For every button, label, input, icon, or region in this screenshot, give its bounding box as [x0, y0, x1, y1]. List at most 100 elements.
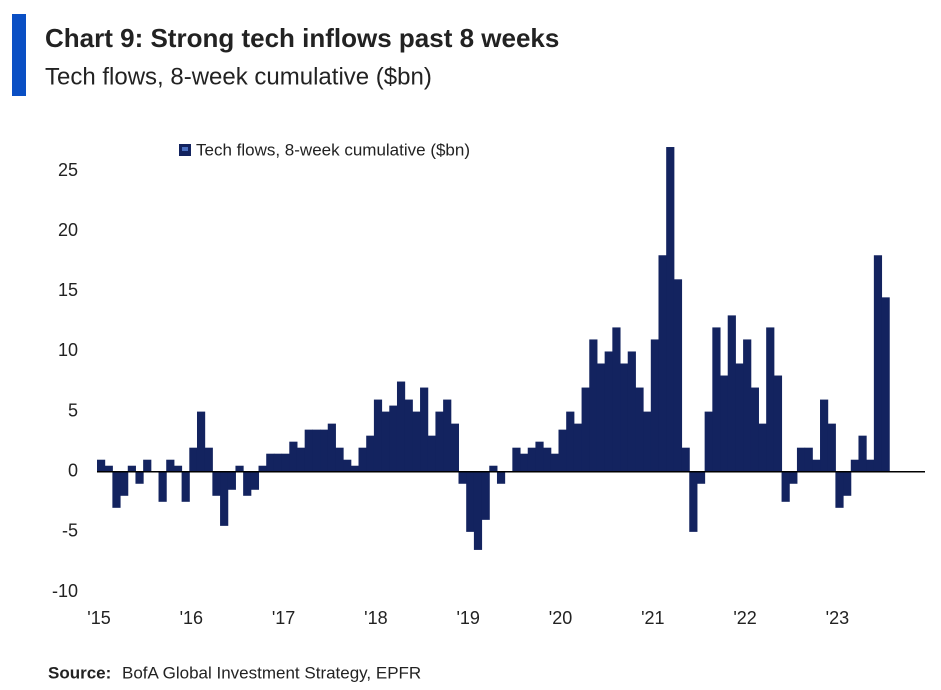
- bar: [373, 399, 383, 472]
- chart-title: Chart 9: Strong tech inflows past 8 week…: [45, 23, 559, 53]
- bar: [135, 471, 144, 484]
- bar: [381, 411, 390, 472]
- bar: [235, 465, 244, 472]
- bar: [250, 471, 260, 490]
- bar: [473, 471, 483, 550]
- title-accent: [12, 14, 26, 96]
- y-tick-label: -5: [62, 521, 78, 541]
- chart-subtitle: Tech flows, 8-week cumulative ($bn): [45, 63, 432, 90]
- bar: [543, 447, 552, 472]
- bar: [843, 471, 852, 496]
- bar: [781, 471, 790, 502]
- bar: [320, 429, 329, 472]
- x-tick-label: '17: [272, 608, 295, 628]
- x-tick-label: '23: [826, 608, 849, 628]
- bar: [712, 327, 721, 472]
- x-tick-label: '20: [549, 608, 572, 628]
- bar: [327, 423, 336, 472]
- bar: [873, 255, 883, 472]
- bar: [489, 465, 498, 472]
- y-tick-label: 20: [58, 220, 78, 240]
- y-tick-label: 25: [58, 160, 78, 180]
- bar: [635, 387, 644, 472]
- x-tick-label: '15: [87, 608, 110, 628]
- bar: [173, 465, 183, 472]
- bar: [758, 423, 767, 472]
- bar: [273, 453, 283, 472]
- bar: [573, 423, 583, 472]
- bar: [296, 447, 306, 472]
- bar: [443, 399, 452, 472]
- bar: [512, 447, 521, 472]
- bar: [804, 447, 813, 472]
- bar: [704, 411, 713, 472]
- bar: [596, 363, 606, 472]
- bar: [766, 327, 775, 472]
- x-tick-label: '22: [733, 608, 756, 628]
- bar: [858, 435, 867, 472]
- bar: [696, 471, 706, 484]
- bar: [104, 465, 113, 472]
- bar: [796, 447, 806, 472]
- bar: [750, 387, 759, 472]
- bar: [350, 465, 360, 472]
- bar: [735, 363, 744, 472]
- bar: [673, 279, 683, 472]
- bar: [281, 453, 290, 472]
- bar: [773, 375, 783, 472]
- bar: [650, 339, 659, 472]
- bar: [304, 429, 313, 472]
- bar: [97, 459, 106, 472]
- bar: [289, 441, 298, 472]
- bar: [666, 147, 675, 472]
- bar: [143, 459, 152, 472]
- bar: [196, 411, 206, 472]
- bar: [435, 411, 444, 472]
- bar: [496, 471, 506, 484]
- bar: [866, 459, 875, 472]
- bar: [658, 255, 667, 472]
- bar: [427, 435, 436, 472]
- bar: [212, 471, 221, 496]
- bar: [466, 471, 475, 532]
- bar: [389, 405, 398, 472]
- bar: [166, 459, 175, 472]
- bar: [343, 459, 352, 472]
- bar: [450, 423, 460, 472]
- y-tick-label: 10: [58, 340, 78, 360]
- bar: [827, 423, 836, 472]
- source-label: Source:: [48, 663, 111, 682]
- bar: [204, 447, 213, 472]
- bar: [643, 411, 652, 472]
- bar: [458, 471, 467, 484]
- bar: [396, 381, 406, 472]
- bar: [689, 471, 698, 532]
- bar: [158, 471, 167, 502]
- bar: [404, 399, 413, 472]
- bar: [581, 387, 590, 472]
- y-tick-label: 5: [68, 400, 78, 420]
- bar: [189, 447, 198, 472]
- bar: [112, 471, 121, 508]
- bar: [243, 471, 252, 496]
- bar: [181, 471, 190, 502]
- bar: [227, 471, 236, 490]
- bar: [566, 411, 575, 472]
- bar: [120, 471, 129, 496]
- y-tick-label: 15: [58, 280, 78, 300]
- y-tick-label: 0: [68, 460, 78, 480]
- bar: [789, 471, 798, 484]
- legend-label: Tech flows, 8-week cumulative ($bn): [196, 140, 470, 159]
- bar: [881, 297, 890, 472]
- bar: [743, 339, 752, 472]
- bar: [258, 465, 267, 472]
- bar: [220, 471, 229, 526]
- bar: [335, 447, 344, 472]
- bar: [627, 351, 636, 472]
- x-tick-label: '21: [641, 608, 664, 628]
- x-tick-label: '16: [180, 608, 203, 628]
- bar: [604, 351, 613, 472]
- bar: [612, 327, 621, 472]
- bar: [835, 471, 844, 508]
